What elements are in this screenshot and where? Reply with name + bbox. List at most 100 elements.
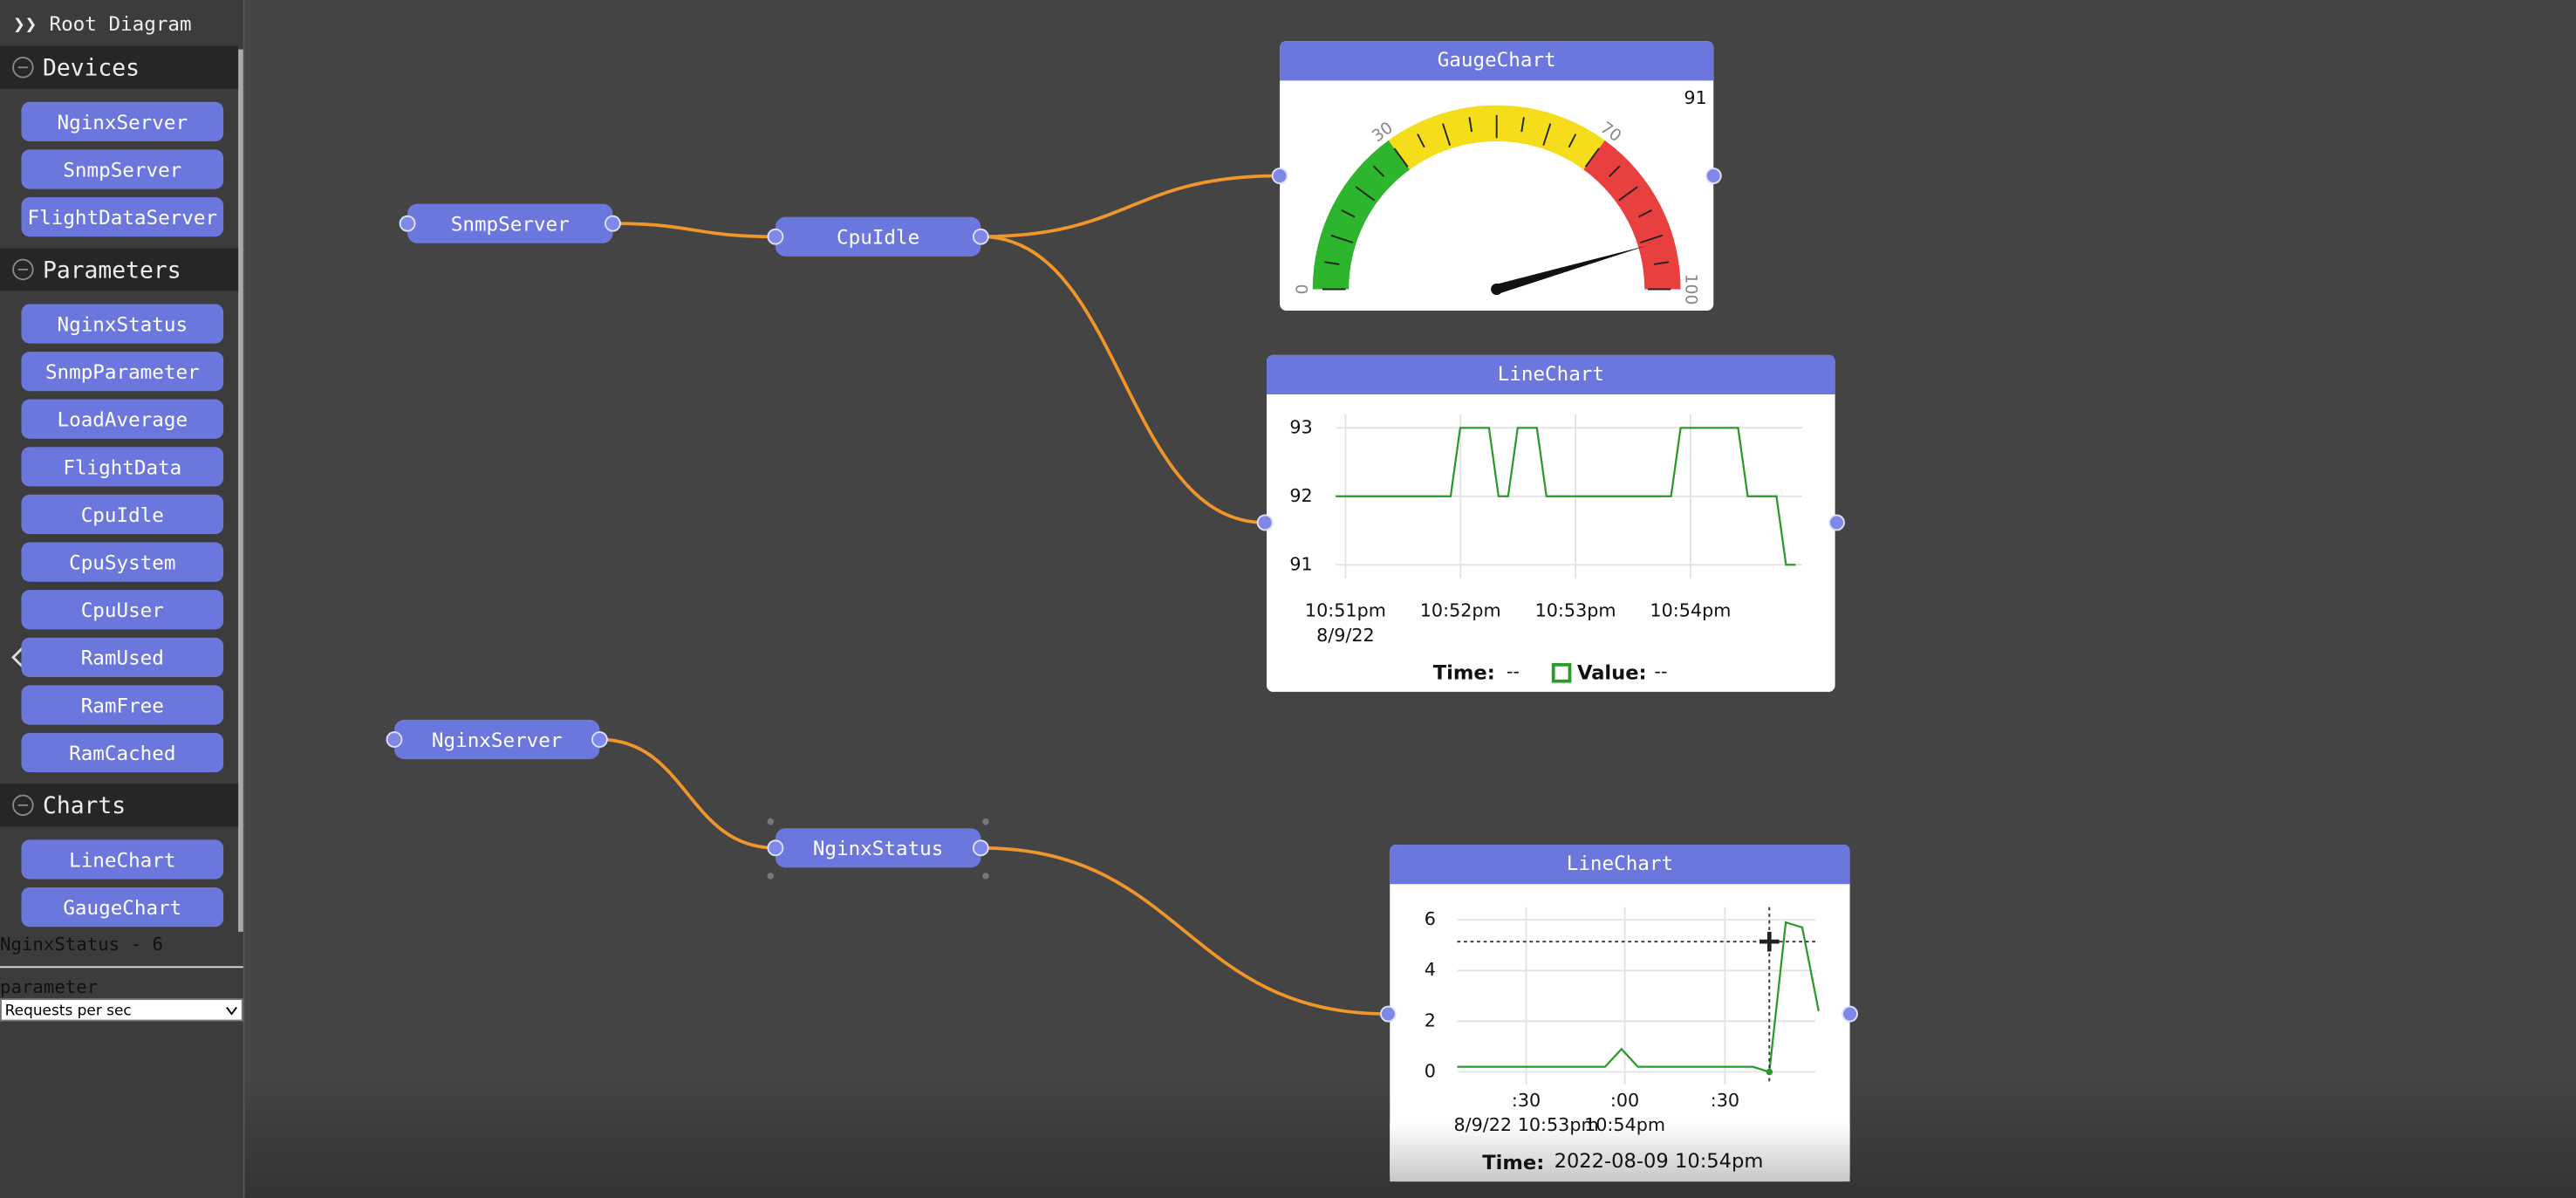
gauge-tick-label: 0 [1294,284,1312,295]
port[interactable] [605,215,621,232]
sidebar-button[interactable] [21,149,224,189]
sidebar-button-label[interactable]: NginxServer [58,112,188,134]
node-label[interactable]: CpuIdle [837,227,919,250]
footer-label: Time: [1433,662,1495,685]
gauge-minor-tick [1341,209,1356,218]
sidebar-button[interactable] [21,590,224,630]
port[interactable] [1705,168,1722,184]
section-header [0,45,239,89]
select-box[interactable] [0,998,243,1022]
gauge-minor-tick [1584,147,1600,168]
sidebar-button[interactable] [21,542,224,582]
port[interactable] [1828,514,1845,531]
port[interactable] [972,228,989,245]
x-tick-label: 10:51pm [1305,600,1386,621]
node-label[interactable]: NginxStatus [813,838,944,860]
gauge-minor-tick [1393,147,1409,168]
sidebar-button[interactable] [21,304,224,344]
sidebar-button-label[interactable]: CpuIdle [81,504,164,527]
sidebar-button[interactable] [21,399,224,439]
sidebar-button-label[interactable]: NginxStatus [58,313,188,336]
node[interactable] [393,719,600,760]
sidebar-button-label[interactable]: LineChart [69,849,175,872]
panel-title: LineChart [1567,852,1673,875]
footer-label: Time: [1482,1152,1544,1174]
chevron: ❯❯ [13,13,37,36]
gauge-minor-tick [1520,117,1525,133]
selection-handle [982,873,989,880]
sidebar-button[interactable] [21,101,224,142]
port[interactable] [591,731,608,748]
footer-value: -- [1507,661,1520,681]
panel-header [1390,845,1850,885]
x-tick-sublabel: 10:54pm [1584,1114,1665,1135]
gauge-minor-tick [1653,261,1669,265]
sidebar-button[interactable] [21,494,224,535]
legend-swatch [1551,662,1572,683]
section-header [0,784,239,827]
sidebar-button-label[interactable]: LoadAverage [58,409,188,432]
port[interactable] [1841,1005,1859,1023]
sidebar-button-label[interactable]: SnmpServer [63,159,181,181]
sidebar-button-label[interactable]: CpuSystem [69,552,175,575]
sidebar-button-label[interactable]: RamFree [81,695,164,717]
sidebar-button-label[interactable]: FlightDataServer [28,207,218,229]
status-text: NginxStatus - 6 [0,934,163,955]
sidebar-button-label[interactable]: SnmpParameter [45,361,200,384]
sidebar-button[interactable] [21,197,224,237]
port[interactable] [972,839,989,857]
y-tick-label: 93 [1289,416,1312,437]
section-toggle[interactable] [12,258,34,281]
x-tick-label: :30 [1512,1090,1541,1111]
sidebar-button[interactable] [21,839,224,880]
sidebar-button[interactable] [21,447,224,487]
sidebar-button[interactable] [21,637,224,677]
section-toggle[interactable] [12,794,34,817]
node-label[interactable]: SnmpServer [451,214,570,236]
node-label[interactable]: NginxServer [432,729,563,752]
sidebar-button-label[interactable]: CpuUser [81,599,164,622]
line-series [1336,427,1796,566]
panel [1280,41,1714,311]
sidebar-button[interactable] [21,887,224,928]
port[interactable] [386,731,403,748]
port[interactable] [1271,168,1288,184]
port[interactable] [767,839,784,857]
select-arrow [226,1006,237,1016]
x-tick-label: 10:53pm [1535,600,1616,621]
sidebar-button-label[interactable]: FlightData [63,456,181,479]
sidebar-button[interactable] [21,732,224,773]
edge [981,845,1389,1016]
port[interactable] [399,215,416,232]
footer-label: Value: [1577,662,1647,685]
field-label: parameter [0,976,98,997]
sidebar-button-label[interactable]: RamCached [69,743,175,765]
y-tick-label: 6 [1425,908,1436,929]
chart-footer [1390,1122,1850,1182]
hover-point [1766,1068,1773,1076]
select-value[interactable]: Requests per sec [5,1001,132,1018]
port[interactable] [767,228,784,245]
sidebar-button[interactable] [21,352,224,392]
gauge-band [1312,140,1411,290]
sidebar-button-label[interactable]: GaugeChart [63,897,181,920]
node[interactable] [775,828,981,868]
y-tick-label: 0 [1425,1060,1436,1081]
edge [599,737,776,850]
gauge-minor-tick [1442,123,1452,147]
port[interactable] [1379,1005,1397,1023]
sidebar-button-label[interactable]: RamUsed [81,647,164,670]
edge [981,235,1266,524]
node[interactable] [775,216,981,257]
gauge-value: 91 [1684,87,1706,108]
gauge-band [1583,140,1681,290]
port[interactable] [1256,514,1274,531]
section-title: Charts [43,793,126,819]
footer-value: 2022-08-09 10:54pm [1554,1150,1764,1173]
gauge-minor-tick [1618,186,1638,202]
sidebar-button[interactable] [21,685,224,725]
node[interactable] [407,203,613,243]
section-toggle[interactable] [12,57,34,79]
footer-value: -- [1654,661,1667,681]
gauge-minor-tick [1640,234,1663,243]
